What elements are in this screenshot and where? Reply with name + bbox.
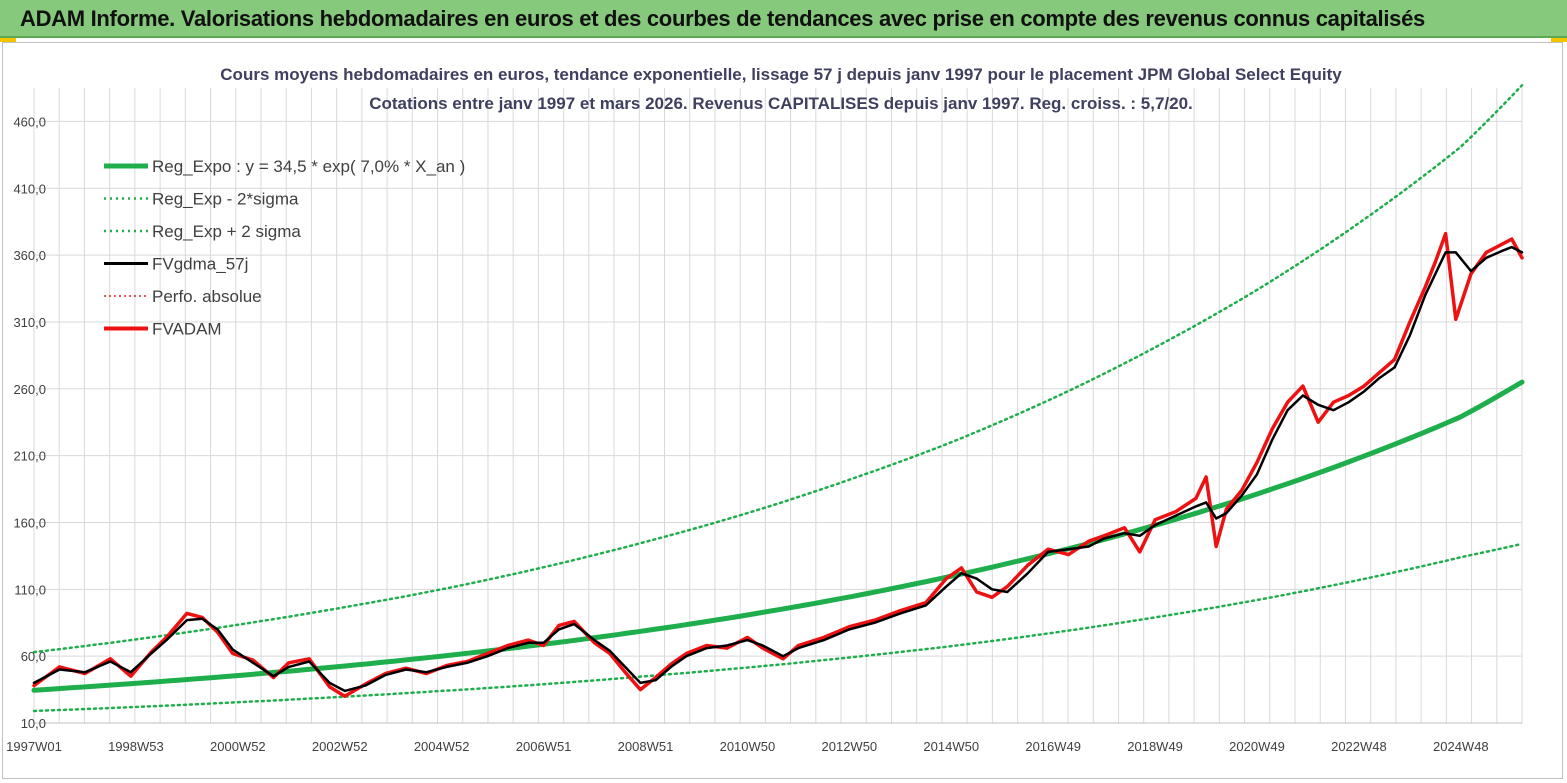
grid (33, 88, 1523, 724)
series-line-fvgdma-57j (32, 245, 1524, 693)
x-tick-label: 2020W49 (1229, 739, 1285, 754)
x-tick-label: 2002W52 (312, 739, 368, 754)
x-tick-label: 2008W51 (618, 739, 674, 754)
legend-label: Reg_Exp + 2 sigma (152, 222, 301, 241)
x-tick-label: 2000W52 (210, 739, 266, 754)
series-group (31, 84, 1525, 713)
x-tick-label: 1997W01 (6, 739, 62, 754)
x-tick-label: 2006W51 (516, 739, 572, 754)
legend-label: Perfo. absolue (152, 287, 262, 306)
legend: Reg_Expo : y = 34,5 * exp( 7,0% * X_an )… (104, 157, 465, 339)
x-tick-label: 2018W49 (1127, 739, 1183, 754)
y-tick-label: 260,0 (13, 382, 46, 397)
y-tick-label: 310,0 (13, 315, 46, 330)
y-tick-label: 210,0 (13, 449, 46, 464)
y-tick-label: 10,0 (21, 716, 46, 731)
corner-accent-right (1551, 38, 1567, 42)
y-tick-label: 460,0 (13, 114, 46, 129)
corner-accent-left (0, 38, 16, 42)
y-tick-label: 110,0 (14, 582, 46, 597)
y-tick-label: 160,0 (13, 515, 46, 530)
legend-label: Reg_Expo : y = 34,5 * exp( 7,0% * X_an ) (152, 157, 465, 176)
y-tick-label: 60,0 (21, 649, 46, 664)
series-line-reg-expo (31, 379, 1525, 693)
x-tick-label: 2022W48 (1331, 739, 1387, 754)
report-banner: ADAM Informe. Valorisations hebdomadaire… (0, 0, 1567, 38)
series-line-reg-exp-minus-2sigma (32, 542, 1524, 713)
x-tick-label: 2014W50 (923, 739, 979, 754)
y-tick-label: 410,0 (13, 181, 46, 196)
x-tick-label: 2016W49 (1025, 739, 1081, 754)
x-tick-label: 2024W48 (1433, 739, 1489, 754)
legend-label: Reg_Exp - 2*sigma (152, 190, 299, 209)
y-axis: 10,0 60,0 110,0 160,0 210,0 260,0 310,0 360,0 41… (13, 114, 46, 731)
legend-label: FVgdma_57j (152, 255, 248, 274)
x-axis: 1997W01 1998W53 2000W52 2002W52 2004W52 2006W… (6, 739, 1489, 754)
y-tick-label: 360,0 (13, 248, 46, 263)
chart-title-line-1: Cours moyens hebdomadaires en euros, ten… (220, 65, 1342, 84)
x-tick-label: 2012W50 (822, 739, 878, 754)
legend-label: FVADAM (152, 320, 222, 339)
report-banner-title: ADAM Informe. Valorisations hebdomadaire… (20, 6, 1425, 31)
x-tick-label: 2010W50 (720, 739, 776, 754)
chart-frame (2, 42, 1563, 779)
chart-title-line-2: Cotations entre janv 1997 et mars 2026. … (369, 94, 1193, 113)
x-tick-label: 1998W53 (108, 739, 164, 754)
x-tick-label: 2004W52 (414, 739, 470, 754)
